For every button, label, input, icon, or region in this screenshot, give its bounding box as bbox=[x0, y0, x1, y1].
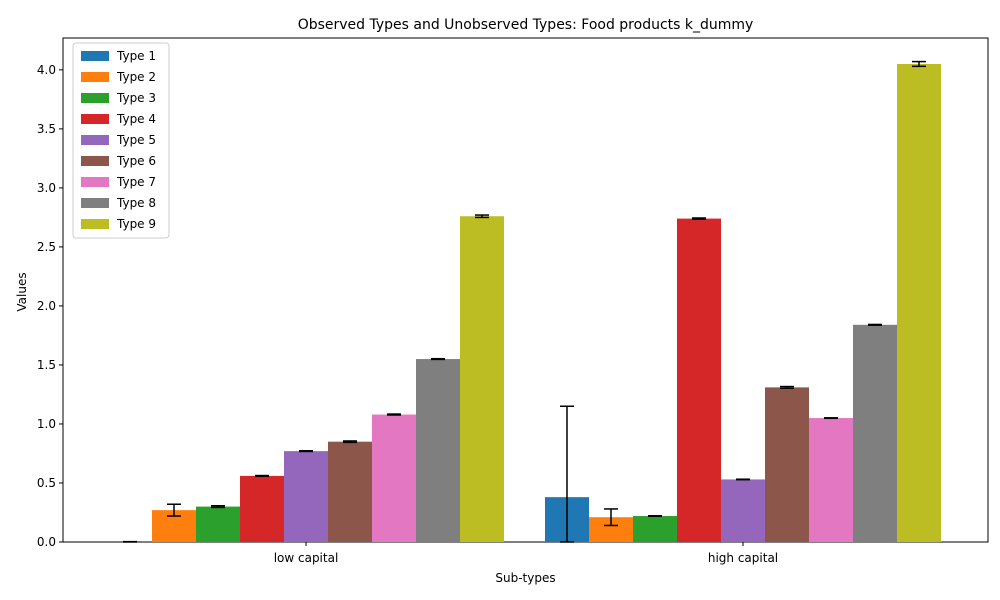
y-tick-label: 4.0 bbox=[37, 63, 56, 77]
legend-label: Type 1 bbox=[116, 49, 156, 63]
legend-swatch bbox=[81, 51, 109, 61]
y-axis-label: Values bbox=[15, 272, 29, 311]
x-tick-label: low capital bbox=[274, 551, 339, 565]
y-tick-label: 3.5 bbox=[37, 122, 56, 136]
legend-swatch bbox=[81, 93, 109, 103]
legend-box bbox=[72, 42, 170, 239]
bar bbox=[460, 216, 504, 543]
legend-swatch bbox=[81, 156, 109, 166]
plot-area: 0.0 0.5 1.0 1.5 2.0 2.5 3.0 3.5 4.0 low capital hi… bbox=[37, 37, 989, 565]
legend-label: Type 5 bbox=[116, 133, 156, 147]
bar bbox=[416, 359, 460, 542]
legend-swatch bbox=[81, 198, 109, 208]
legend-label: Type 4 bbox=[116, 112, 156, 126]
legend-label: Type 6 bbox=[116, 154, 156, 168]
legend-label: Type 8 bbox=[116, 196, 156, 210]
bar bbox=[677, 218, 721, 543]
legend-swatch bbox=[81, 114, 109, 124]
legend-swatch bbox=[81, 177, 109, 187]
bar bbox=[240, 475, 284, 542]
bar bbox=[765, 387, 809, 542]
y-tick-label: 2.0 bbox=[37, 299, 56, 313]
bar bbox=[372, 414, 416, 542]
legend-label: Type 3 bbox=[116, 91, 156, 105]
bar bbox=[897, 63, 941, 542]
y-tick-label: 2.5 bbox=[37, 240, 56, 254]
bar bbox=[196, 506, 240, 542]
legend: Type 1 Type 2 Type 3 Type 4 Type 5 Type 6 Type… bbox=[72, 42, 170, 239]
bar bbox=[721, 479, 765, 542]
y-tick-label: 0.0 bbox=[37, 535, 56, 549]
y-tick-label: 1.0 bbox=[37, 417, 56, 431]
legend-label: Type 9 bbox=[116, 217, 156, 231]
bar bbox=[328, 441, 372, 542]
chart-title: Observed Types and Unobserved Types: Foo… bbox=[298, 17, 754, 33]
x-axis-label: Sub-types bbox=[495, 571, 555, 585]
y-tick-label: 1.5 bbox=[37, 358, 56, 372]
legend-label: Type 2 bbox=[116, 70, 156, 84]
legend-swatch bbox=[81, 72, 109, 82]
y-tick-label: 3.0 bbox=[37, 181, 56, 195]
bar bbox=[284, 451, 328, 542]
legend-swatch bbox=[81, 219, 109, 229]
bar bbox=[633, 516, 677, 542]
bar bbox=[853, 324, 897, 542]
y-tick-label: 0.5 bbox=[37, 476, 56, 490]
bar bbox=[809, 418, 853, 542]
plot-frame bbox=[62, 37, 989, 543]
legend-swatch bbox=[81, 135, 109, 145]
x-tick-label: high capital bbox=[708, 551, 778, 565]
legend-label: Type 7 bbox=[116, 175, 156, 189]
